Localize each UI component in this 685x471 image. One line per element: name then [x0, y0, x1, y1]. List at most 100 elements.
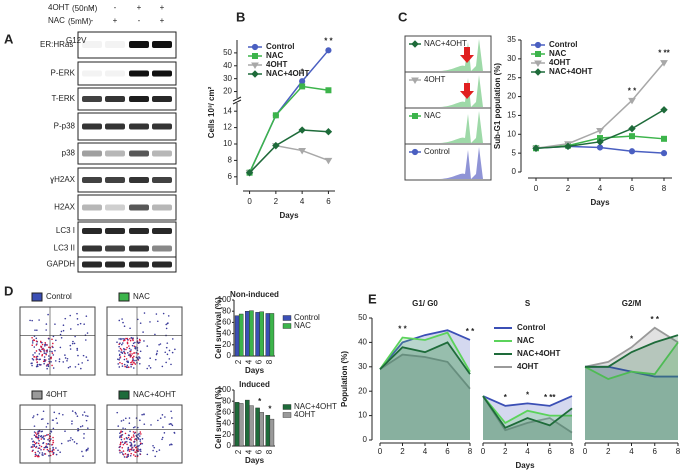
flow-dot: [149, 367, 152, 369]
flow-dot: [136, 436, 139, 439]
flow-dot: [35, 442, 38, 444]
series-line: [248, 85, 329, 174]
treatment-conc: (50nM): [72, 4, 98, 13]
flow-dot: [34, 432, 37, 434]
flow-dot: [64, 357, 67, 359]
treatment-sign: +: [137, 3, 142, 12]
annotation: * *: [324, 36, 333, 45]
blot-band: [105, 150, 125, 157]
flow-dot: [57, 449, 59, 452]
x-tick-label: 8: [570, 447, 575, 456]
flow-dot: [81, 425, 84, 427]
flow-dot: [52, 436, 54, 439]
bar: [255, 407, 260, 447]
flow-dot: [54, 360, 57, 362]
flow-dot: [133, 435, 135, 438]
flow-dot: [158, 449, 161, 451]
series-line: [379, 331, 471, 373]
x-tick-label: 2: [274, 197, 279, 206]
flow-dot: [143, 413, 145, 415]
flow-dot: [123, 363, 126, 366]
flow-dot: [41, 452, 44, 454]
flow-dot: [120, 351, 122, 353]
y-tick-label: 35: [507, 35, 516, 44]
flow-dot: [47, 355, 50, 357]
flow-dot: [171, 351, 174, 354]
panel-title: G2/M: [622, 299, 642, 308]
flow-dot: [127, 449, 129, 452]
flow-dot: [154, 358, 157, 361]
flow-dot: [58, 412, 61, 415]
blot-band: [105, 204, 125, 211]
blot-label: LC3 I: [56, 226, 75, 235]
series-line: [482, 395, 573, 434]
flow-dot: [139, 339, 141, 342]
flow-dot: [127, 446, 130, 449]
flow-dot: [161, 438, 163, 441]
flow-dot: [133, 355, 135, 358]
flow-dot: [135, 359, 137, 362]
legend-label: 4OHT: [517, 362, 538, 371]
point: [272, 112, 279, 119]
flow-dot: [127, 352, 129, 354]
panel-title: G1/ G0: [412, 299, 438, 308]
flow-dot: [47, 364, 49, 366]
flow-dot: [118, 366, 121, 368]
flow-dot: [171, 417, 173, 419]
area: [483, 396, 572, 440]
point: [298, 148, 307, 155]
point: [272, 141, 280, 150]
flow-dot: [33, 346, 36, 348]
y-tick-label: 0: [363, 435, 368, 444]
flow-dot: [135, 451, 137, 454]
flow-dot: [31, 446, 34, 448]
flow-dot: [120, 436, 123, 438]
flow-dot: [139, 440, 141, 442]
flow-dot: [39, 350, 41, 352]
legend-label: NAC: [517, 336, 535, 345]
y-tick-label: 100: [218, 295, 232, 304]
histogram: [440, 111, 483, 143]
point: [245, 168, 254, 177]
flow-dot: [45, 352, 47, 355]
flow-dot: [120, 343, 123, 346]
flow-dot: [51, 350, 53, 353]
flow-dot: [131, 361, 133, 363]
x-axis-title: Days: [515, 461, 535, 470]
flow-dot: [85, 315, 88, 317]
area: [380, 354, 470, 440]
arrow: [460, 47, 474, 63]
flow-dot: [41, 430, 43, 433]
flow-dot: [169, 423, 172, 425]
flow-dot: [134, 347, 136, 349]
legend-marker: [251, 62, 259, 69]
flow-dot: [52, 342, 54, 345]
flow-dot: [83, 433, 85, 435]
annotation: * **: [544, 393, 556, 402]
flow-dot: [45, 323, 48, 325]
flow-dot: [48, 346, 50, 349]
annotation: * *: [466, 327, 475, 336]
legend-label: NAC+4OHT: [549, 67, 592, 76]
flow-dot: [58, 358, 61, 360]
flow-dot: [119, 347, 122, 350]
flow-dot: [138, 444, 140, 447]
flow-dot: [171, 424, 174, 427]
blot-band: [105, 70, 125, 77]
flow-dot: [139, 442, 142, 444]
flow-dot: [127, 448, 129, 450]
flow-dot: [155, 353, 158, 356]
blot-band: [105, 228, 125, 234]
blot-band: [152, 204, 172, 211]
flow-dot: [155, 313, 158, 315]
flow-dot: [42, 418, 44, 420]
flow-dot: [134, 341, 136, 344]
panel-label: D: [4, 283, 13, 298]
flow-dot: [76, 415, 79, 418]
flow-dot: [48, 358, 50, 360]
flow-dot: [41, 436, 43, 439]
flow-dot: [36, 358, 39, 360]
flow-dot: [80, 367, 82, 370]
flow-dot: [123, 358, 126, 361]
series-line: [379, 353, 471, 390]
